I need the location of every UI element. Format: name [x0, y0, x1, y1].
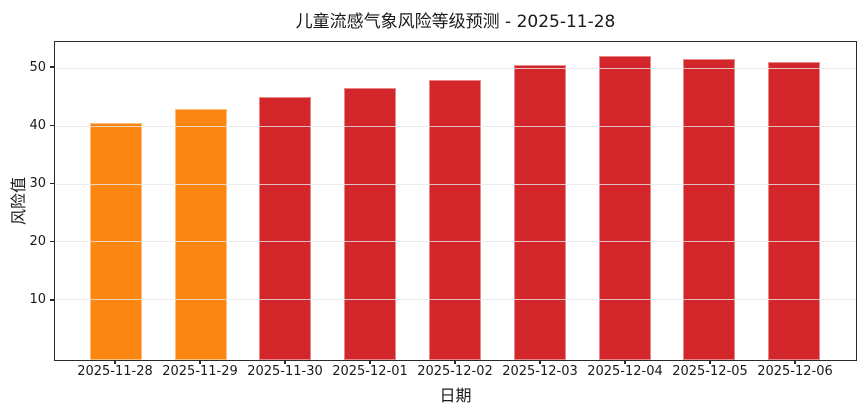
y-tick-mark — [50, 124, 54, 127]
y-tick-mark — [50, 241, 54, 243]
bar-2025-12-01 — [344, 88, 397, 360]
x-tick-mark — [284, 360, 286, 365]
bar-2025-12-05 — [683, 59, 736, 360]
y-tick-label: 20 — [29, 234, 46, 250]
x-tick-mark — [624, 360, 626, 365]
bar-2025-11-29 — [174, 108, 227, 360]
x-axis-label: 日期 — [439, 386, 472, 405]
gridline-y10 — [55, 299, 856, 301]
y-tick-label: 30 — [29, 176, 46, 192]
x-tick-mark — [369, 360, 371, 365]
x-tick-mark — [199, 360, 201, 365]
y-tick-mark — [50, 299, 54, 301]
bar-2025-12-04 — [598, 56, 651, 360]
x-tick-mark — [454, 360, 456, 365]
x-tick-label: 2025-12-04 — [587, 364, 663, 379]
x-tick-label: 2025-12-06 — [757, 364, 833, 379]
x-tick-label: 2025-11-30 — [247, 364, 323, 379]
bar-2025-12-06 — [768, 62, 821, 360]
x-tick-label: 2025-12-03 — [502, 364, 578, 379]
gridline-y30 — [55, 183, 856, 185]
gridline-y50 — [55, 68, 856, 70]
x-tick-mark — [539, 360, 541, 365]
x-tick-label: 2025-12-05 — [672, 364, 748, 379]
y-tick-label: 40 — [29, 117, 46, 133]
bar-2025-11-30 — [259, 96, 312, 360]
x-tick-mark — [794, 360, 796, 365]
x-tick-label: 2025-11-29 — [162, 364, 238, 379]
y-tick-mark — [50, 182, 54, 185]
x-tick-mark — [709, 360, 711, 365]
bar-2025-12-02 — [429, 79, 481, 360]
y-tick-label: 10 — [29, 292, 46, 308]
x-tick-label: 2025-12-02 — [417, 364, 493, 379]
bar-2025-12-03 — [513, 65, 566, 360]
gridline-y40 — [55, 125, 856, 127]
x-tick-mark — [114, 360, 116, 365]
x-tick-label: 2025-12-01 — [332, 364, 408, 379]
y-tick-mark — [50, 66, 54, 68]
gridline-y20 — [55, 241, 856, 243]
x-tick-label: 2025-11-28 — [77, 364, 153, 379]
chart-title: 儿童流感气象风险等级预测 - 2025-11-28 — [295, 12, 616, 32]
y-tick-label: 50 — [29, 59, 46, 75]
plot-area — [54, 41, 857, 361]
